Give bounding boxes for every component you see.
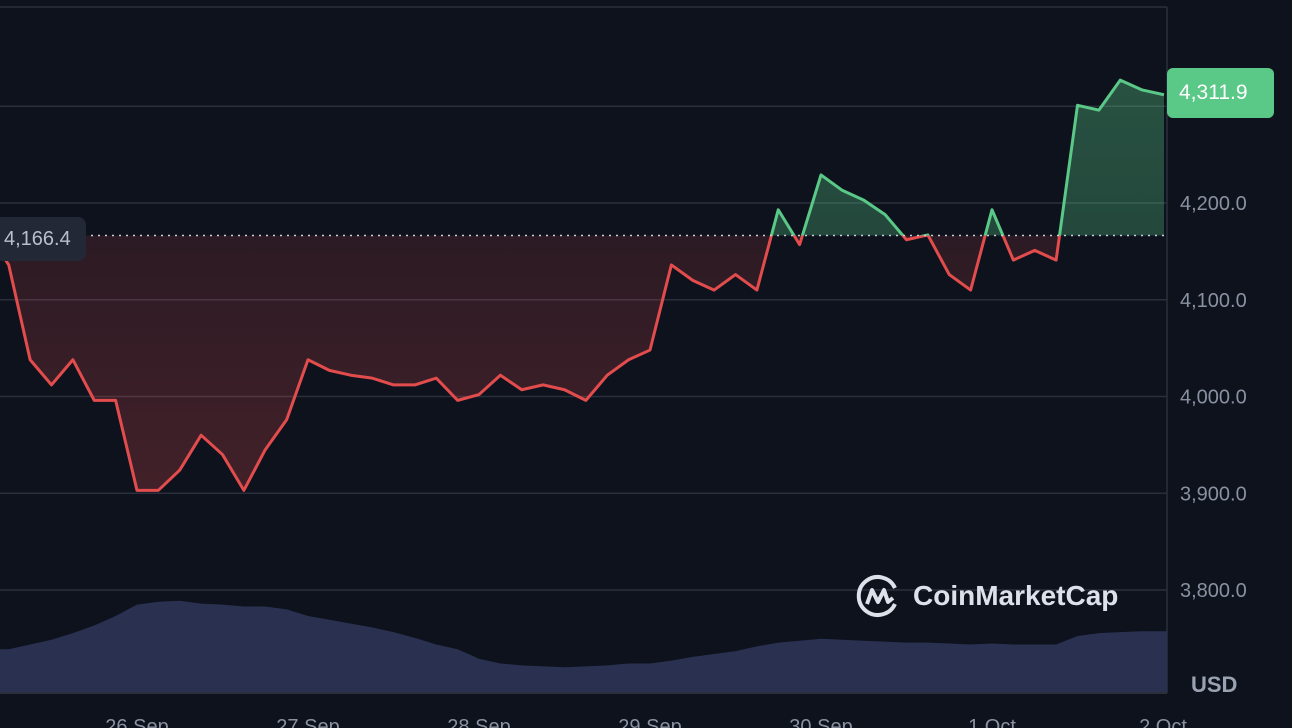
data-point [1141, 89, 1143, 91]
data-point [735, 274, 737, 276]
y-tick-label: 3,900.0 [1180, 483, 1247, 505]
data-point [414, 384, 416, 386]
data-point [72, 359, 74, 361]
data-point [713, 289, 715, 291]
data-point [51, 384, 53, 386]
data-point [927, 234, 929, 236]
data-point [307, 359, 309, 361]
data-point [371, 377, 373, 379]
data-point [1163, 94, 1165, 96]
x-tick-label: 27 Sep [276, 716, 339, 728]
y-tick-label: 3,800.0 [1180, 580, 1247, 602]
data-point [115, 399, 117, 401]
x-tick-label: 2 Oct [1139, 716, 1187, 728]
data-point [1098, 109, 1100, 111]
x-tick-label: 28 Sep [447, 716, 510, 728]
data-point [606, 374, 608, 376]
data-point [1119, 79, 1121, 81]
data-point [136, 489, 138, 491]
data-point [264, 449, 266, 451]
data-point [157, 489, 159, 491]
data-point [841, 189, 843, 191]
data-point [1077, 104, 1079, 106]
data-point [200, 434, 202, 436]
x-tick-label: 30 Sep [789, 716, 852, 728]
data-point [222, 454, 224, 456]
data-point [692, 279, 694, 281]
data-point [799, 244, 801, 246]
data-point [393, 384, 395, 386]
data-point [1034, 249, 1036, 251]
y-tick-label: 4,200.0 [1180, 193, 1247, 215]
data-point [756, 289, 758, 291]
data-point [478, 394, 480, 396]
coinmarketcap-icon [856, 575, 897, 617]
y-tick-label: 4,100.0 [1180, 290, 1247, 312]
y-tick-label: 4,000.0 [1180, 387, 1247, 409]
data-point [777, 209, 779, 211]
watermark-text: CoinMarketCap [913, 580, 1119, 611]
data-point [820, 174, 822, 176]
x-tick-label: 1 Oct [968, 716, 1016, 728]
data-point [435, 377, 437, 379]
data-point [29, 359, 31, 361]
data-point [286, 419, 288, 421]
current-price-label: 4,311.9 [1167, 68, 1274, 118]
volume-bars [0, 600, 1167, 692]
data-point [1012, 259, 1014, 261]
data-point [328, 369, 330, 371]
data-point [670, 264, 672, 266]
data-point [970, 289, 972, 291]
data-point [863, 199, 865, 201]
data-point [948, 274, 950, 276]
price-series [0, 78, 1167, 492]
data-point [521, 389, 523, 391]
data-point [906, 239, 908, 241]
baseline-price-label: 4,166.4 [0, 217, 86, 261]
data-point [8, 264, 10, 266]
x-tick-label: 29 Sep [618, 716, 681, 728]
data-point [585, 399, 587, 401]
volume-area [0, 600, 1167, 692]
data-point [457, 399, 459, 401]
y-axis: 3,800.0 3,900.0 4,000.0 4,100.0 4,200.0 [1180, 193, 1247, 602]
data-point [542, 384, 544, 386]
data-point [350, 374, 352, 376]
data-point [884, 214, 886, 216]
data-point [1055, 259, 1057, 261]
data-point [93, 399, 95, 401]
currency-unit: USD [1191, 672, 1238, 697]
data-point [649, 349, 651, 351]
data-point [179, 469, 181, 471]
data-point [499, 374, 501, 376]
data-point [243, 489, 245, 491]
x-tick-label: 26 Sep [105, 716, 168, 728]
area-below-baseline [0, 235, 1164, 491]
data-point [991, 209, 993, 211]
x-axis: 26 Sep 27 Sep 28 Sep 29 Sep 30 Sep 1 Oct 2 Oct [105, 716, 1187, 728]
data-point [628, 359, 630, 361]
data-point [564, 389, 566, 391]
price-line-down [0, 235, 1062, 492]
coinmarketcap-logo: CoinMarketCap [855, 572, 1118, 620]
